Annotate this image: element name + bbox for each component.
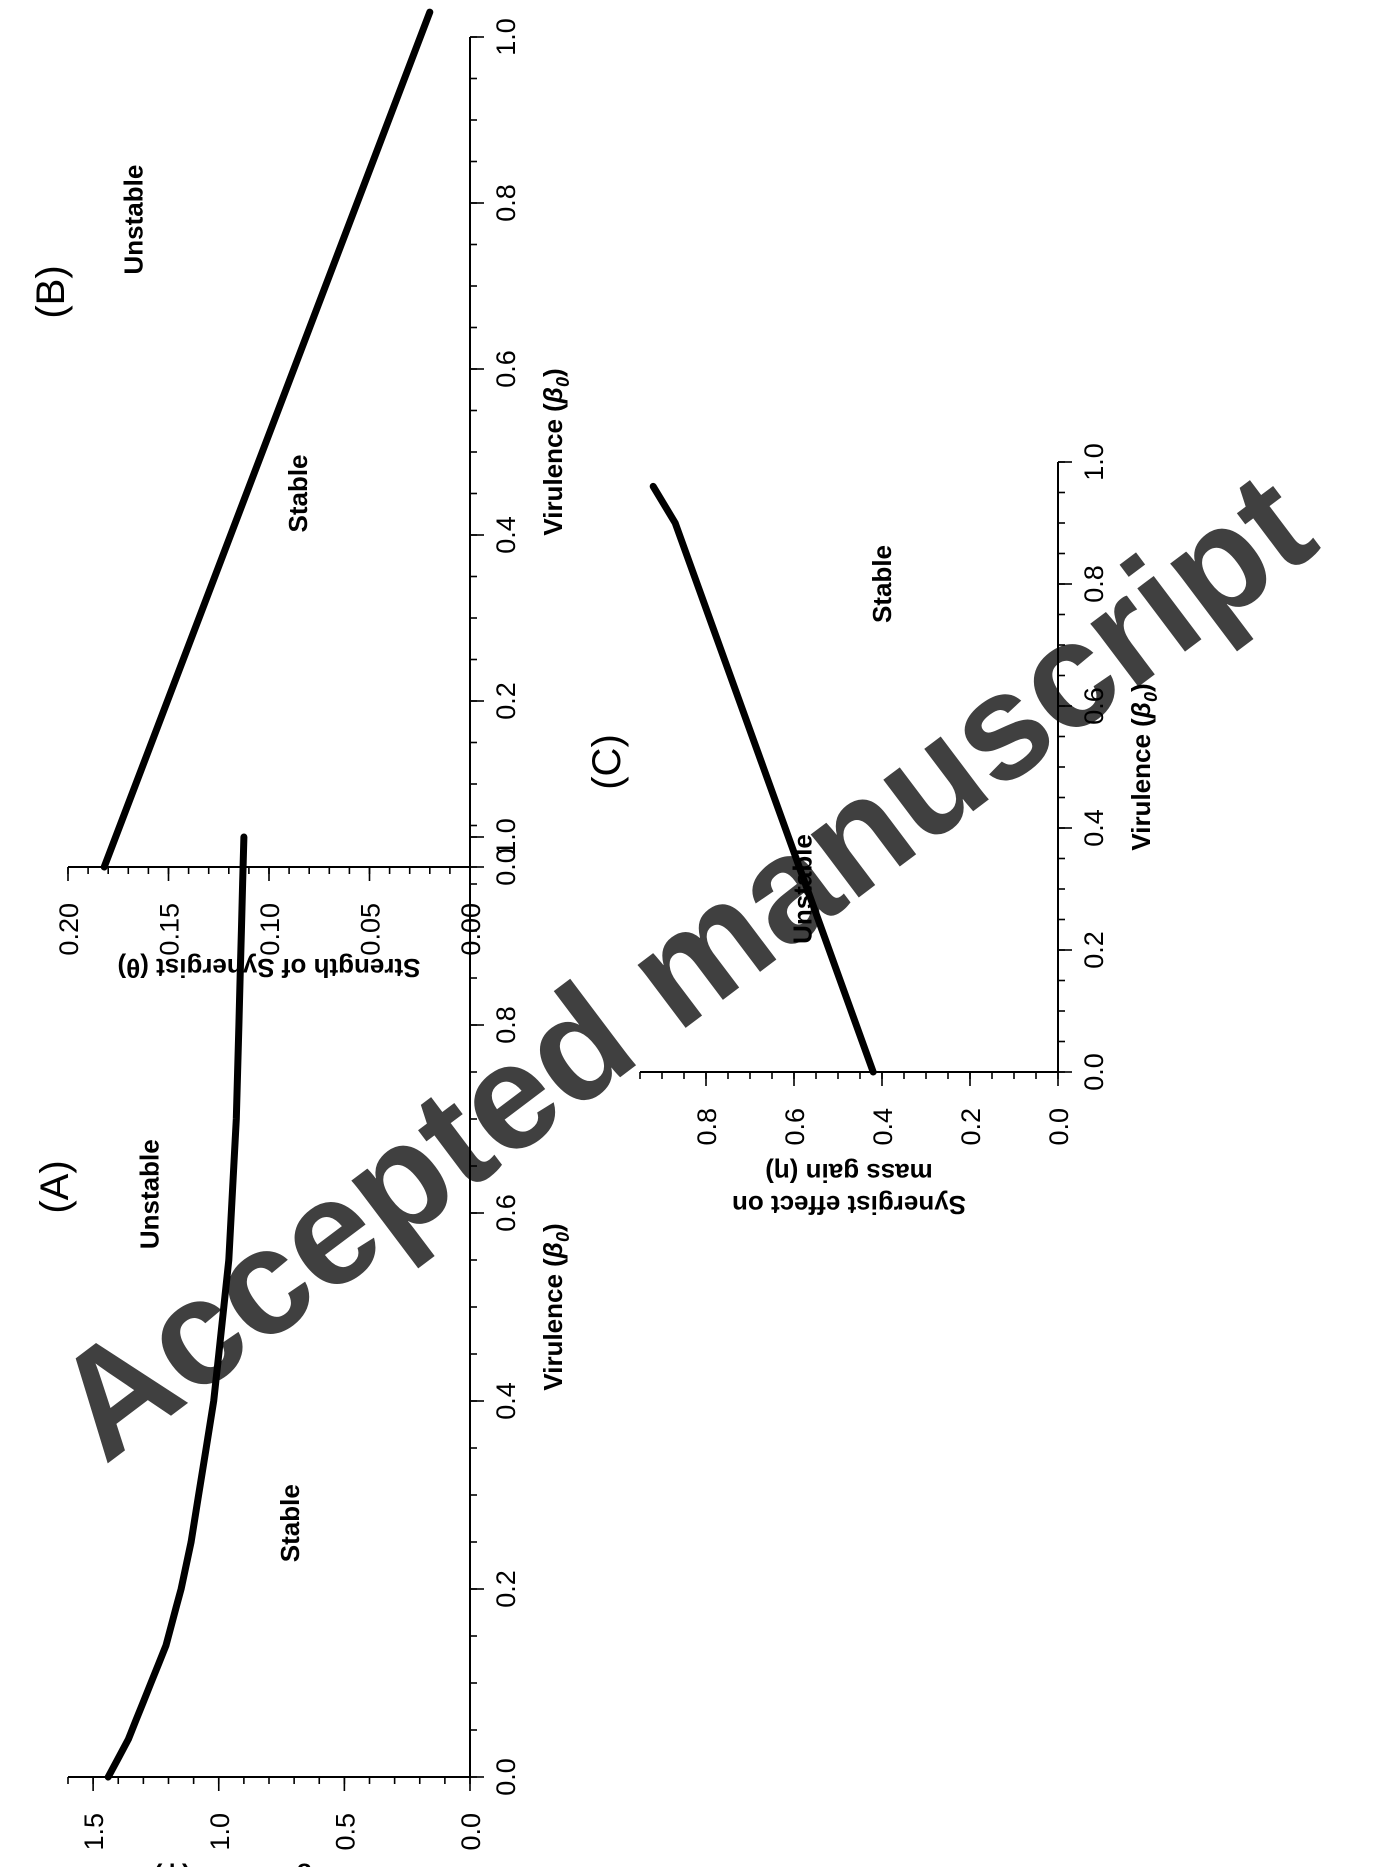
- region-label-unstable: Unstable: [118, 165, 148, 275]
- y-tick-label: 0.4: [868, 1108, 898, 1146]
- x-axis-title: Virulence (β0): [1126, 683, 1161, 850]
- y-tick-label: 0.20: [54, 903, 84, 956]
- x-tick-label: 0.8: [491, 1006, 521, 1044]
- y-tick-label: 0.10: [255, 903, 285, 956]
- x-axis-title-suffix: ): [1126, 683, 1156, 692]
- x-axis-title-symbol: β: [538, 387, 568, 404]
- y-tick-label: 0.05: [356, 903, 386, 956]
- x-axis-title-symbol: β: [538, 1242, 568, 1259]
- boundary-curve: [649, 482, 877, 1076]
- y-tick-label: 0.0: [456, 1813, 486, 1851]
- rotated-figure-group: 0.00.20.40.60.81.00.00.51.01.5Virulence …: [29, 8, 1161, 1867]
- panel-label: (A): [33, 1160, 77, 1213]
- x-tick-label: 0.0: [1079, 1053, 1109, 1091]
- x-axis-title-subscript: 0: [553, 377, 573, 387]
- panel-label: (B): [29, 265, 73, 318]
- y-tick-label: 0.5: [330, 1813, 360, 1851]
- y-tick-label: 0.00: [456, 903, 486, 956]
- y-tick-label: 0.6: [780, 1108, 810, 1146]
- y-tick-label: 0.15: [155, 903, 185, 956]
- x-tick-label: 0.4: [491, 1382, 521, 1420]
- x-tick-label: 0.4: [491, 516, 521, 554]
- x-axis-title-prefix: Virulence (: [1126, 718, 1156, 851]
- x-axis-title: Virulence (β0): [538, 1223, 573, 1390]
- x-tick-label: 0.0: [491, 1758, 521, 1796]
- x-tick-label: 0.8: [491, 184, 521, 222]
- panel-label: (C): [585, 734, 629, 790]
- y-tick-label: 0.8: [692, 1108, 722, 1146]
- region-label-unstable: Unstable: [788, 834, 818, 944]
- y-tick-label: 0.0: [1044, 1108, 1074, 1146]
- panel-c: 0.0 0.2 0.4 0.6 0.8 1.0 0.0 0.2 0.4 0.6 0.8 Virulen…: [585, 443, 1161, 1220]
- x-axis-title-suffix: ): [538, 368, 568, 377]
- x-axis-title-prefix: Virulence (: [538, 1258, 568, 1391]
- region-label-stable: Stable: [283, 454, 313, 532]
- panel-a: 0.00.20.40.60.81.00.00.51.01.5Virulence …: [33, 818, 573, 1867]
- panel-b: 0.0 0.2 0.4 0.6 0.8 1.0 0.00 0.05 0.10 0.15 0.20 Vi…: [29, 8, 573, 983]
- y-axis-title-line: mass gain (η): [765, 1158, 933, 1188]
- y-axis-title-line: Pathogen Yield (ψ): [154, 1863, 385, 1867]
- x-axis-title-prefix: Virulence (: [538, 403, 568, 536]
- y-axis-title-line: Synergist effect on: [732, 1190, 966, 1220]
- x-tick-label: 0.0: [491, 848, 521, 886]
- boundary-curve: [104, 833, 248, 1781]
- y-tick-label: 0.2: [956, 1108, 986, 1146]
- y-tick-label: 1.0: [205, 1813, 235, 1851]
- x-tick-label: 0.8: [1079, 565, 1109, 603]
- region-label-stable: Stable: [867, 545, 897, 623]
- x-tick-label: 0.6: [491, 1194, 521, 1232]
- x-axis-title: Virulence (β0): [538, 368, 573, 535]
- x-axis-title-subscript: 0: [1141, 692, 1161, 702]
- boundary-curve: [100, 8, 434, 871]
- x-tick-label: 0.6: [491, 350, 521, 388]
- region-label-stable: Stable: [275, 1484, 305, 1562]
- y-axis-title-line: Strength of Synergist (θ): [118, 953, 421, 983]
- region-label-unstable: Unstable: [134, 1139, 164, 1249]
- x-axis-title-subscript: 0: [553, 1232, 573, 1242]
- x-tick-label: 1.0: [1079, 443, 1109, 481]
- x-tick-label: 1.0: [491, 818, 521, 856]
- x-tick-label: 0.6: [1079, 687, 1109, 725]
- x-tick-label: 0.2: [491, 682, 521, 720]
- x-tick-label: 0.2: [491, 1570, 521, 1608]
- x-tick-label: 0.4: [1079, 809, 1109, 847]
- x-tick-label: 0.2: [1079, 931, 1109, 969]
- x-axis-title-symbol: β: [1126, 702, 1156, 719]
- x-axis-title-suffix: ): [538, 1223, 568, 1232]
- y-tick-label: 1.5: [79, 1813, 109, 1851]
- x-tick-label: 1.0: [491, 18, 521, 56]
